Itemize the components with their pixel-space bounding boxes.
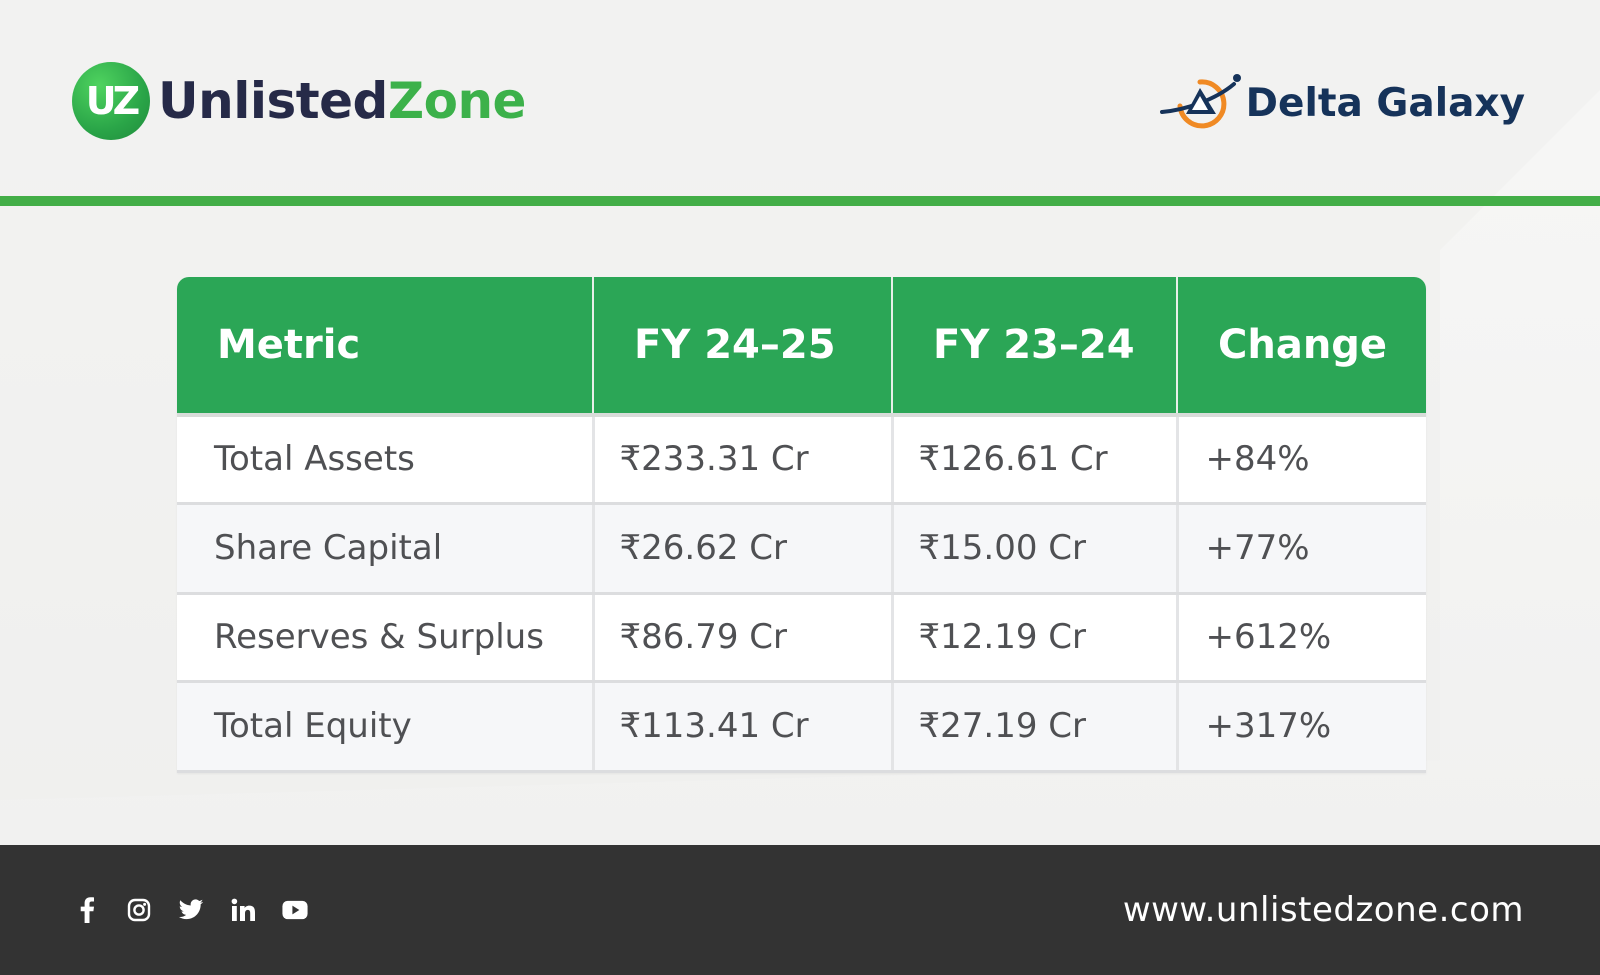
table-row: Total Equity ₹113.41 Cr ₹27.19 Cr +317% xyxy=(177,681,1426,773)
instagram-icon[interactable] xyxy=(126,897,152,923)
table-row: Reserves & Surplus ₹86.79 Cr ₹12.19 Cr +… xyxy=(177,593,1426,683)
cell-fy-24-25: ₹86.79 Cr xyxy=(591,593,892,683)
header: UZ UnlistedZone Delta Galaxy xyxy=(0,0,1600,196)
unlistedzone-logo[interactable]: UZ UnlistedZone xyxy=(72,62,526,140)
table-header-row: Metric FY 24–25 FY 23–24 Change xyxy=(177,277,1426,417)
wordmark-part-unlisted: Unlisted xyxy=(158,72,388,130)
cell-fy-23-24: ₹15.00 Cr xyxy=(890,503,1177,595)
header-change: Change xyxy=(1176,277,1426,417)
cell-fy-23-24: ₹126.61 Cr xyxy=(890,415,1177,505)
social-links xyxy=(74,845,334,975)
cell-change: +84% xyxy=(1175,415,1426,505)
uz-logo-mark: UZ xyxy=(72,62,150,140)
delta-galaxy-wordmark: Delta Galaxy xyxy=(1245,80,1525,126)
youtube-icon[interactable] xyxy=(282,897,308,923)
cell-change: +612% xyxy=(1175,593,1426,683)
facebook-icon[interactable] xyxy=(74,897,100,923)
cell-metric: Total Equity xyxy=(177,681,593,773)
financial-table: Metric FY 24–25 FY 23–24 Change Total As… xyxy=(177,277,1426,773)
delta-galaxy-emblem-icon xyxy=(1159,74,1241,129)
unlistedzone-wordmark: UnlistedZone xyxy=(158,76,526,126)
cell-metric: Reserves & Surplus xyxy=(177,593,593,683)
footer: www.unlistedzone.com xyxy=(0,845,1600,975)
linkedin-icon[interactable] xyxy=(230,897,256,923)
cell-metric: Total Assets xyxy=(177,415,593,505)
delta-galaxy-logo[interactable]: Delta Galaxy xyxy=(1159,70,1525,136)
website-url[interactable]: www.unlistedzone.com xyxy=(1122,890,1524,930)
table-row: Total Assets ₹233.31 Cr ₹126.61 Cr +84% xyxy=(177,415,1426,505)
cell-change: +317% xyxy=(1175,681,1426,773)
header-fy-23-24: FY 23–24 xyxy=(891,277,1177,417)
cell-fy-24-25: ₹113.41 Cr xyxy=(591,681,892,773)
cell-change: +77% xyxy=(1175,503,1426,595)
header-divider xyxy=(0,196,1600,206)
cell-fy-23-24: ₹27.19 Cr xyxy=(890,681,1177,773)
twitter-icon[interactable] xyxy=(178,897,204,923)
header-metric: Metric xyxy=(177,277,593,417)
wordmark-part-zone: Zone xyxy=(387,72,527,130)
header-fy-24-25: FY 24–25 xyxy=(592,277,892,417)
cell-fy-23-24: ₹12.19 Cr xyxy=(890,593,1177,683)
cell-fy-24-25: ₹26.62 Cr xyxy=(591,503,892,595)
cell-metric: Share Capital xyxy=(177,503,593,595)
cell-fy-24-25: ₹233.31 Cr xyxy=(591,415,892,505)
table-row: Share Capital ₹26.62 Cr ₹15.00 Cr +77% xyxy=(177,503,1426,595)
